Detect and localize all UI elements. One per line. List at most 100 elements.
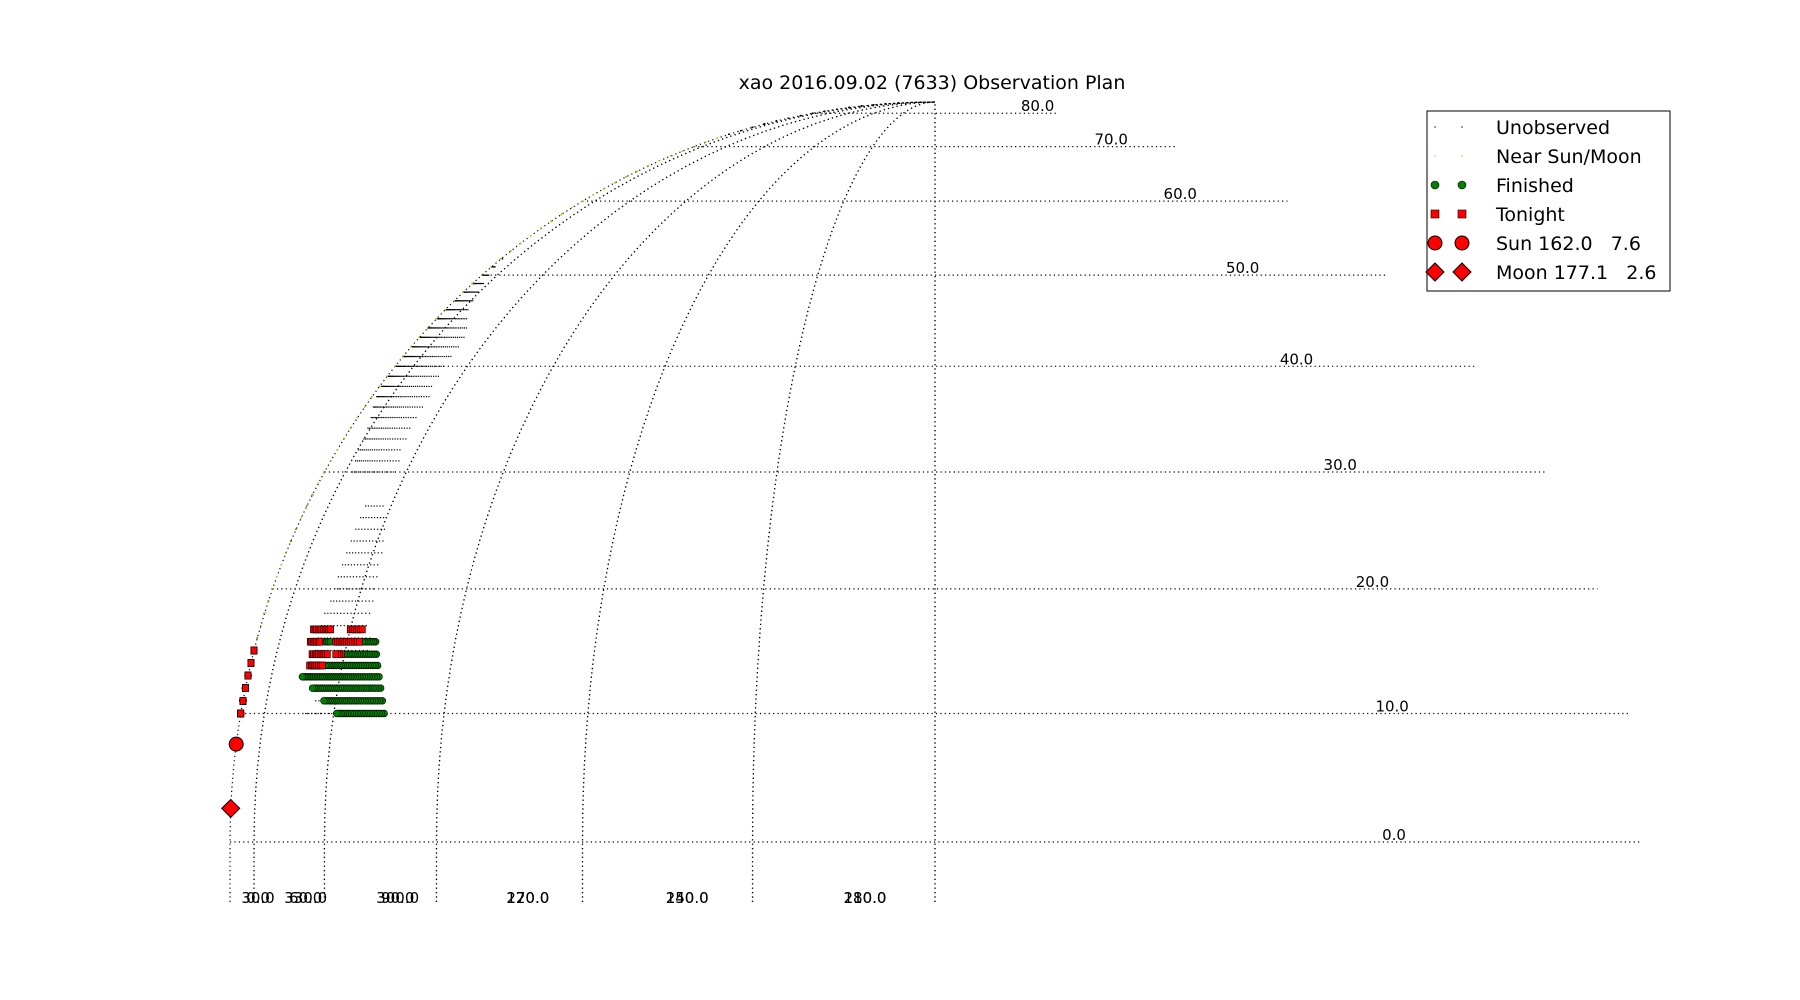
unobserved-point xyxy=(409,365,412,367)
near-sun-moon-point xyxy=(462,291,464,293)
near-sun-moon-point xyxy=(716,137,718,139)
unobserved-point xyxy=(370,552,373,554)
near-sun-moon-point xyxy=(603,188,605,190)
unobserved-point xyxy=(391,406,393,408)
unobserved-point xyxy=(355,552,357,554)
tonight-point xyxy=(244,671,252,680)
unobserved-point xyxy=(487,274,489,276)
unobserved-point xyxy=(422,365,424,367)
unobserved-point xyxy=(445,355,447,358)
unobserved-point xyxy=(420,375,422,377)
unobserved-point xyxy=(414,375,416,377)
unobserved-point xyxy=(315,700,317,702)
unobserved-point xyxy=(395,460,397,462)
unobserved-point xyxy=(469,300,471,302)
unobserved-point xyxy=(368,612,371,614)
unobserved-point xyxy=(404,375,406,377)
unobserved-point xyxy=(432,336,434,338)
unobserved-point xyxy=(409,406,411,408)
legend-label: Unobserved xyxy=(1496,117,1610,139)
unobserved-point xyxy=(392,385,395,388)
unobserved-point xyxy=(463,336,465,338)
near-sun-moon-points xyxy=(240,137,718,715)
near-sun-moon-point xyxy=(276,576,278,578)
unobserved-point xyxy=(446,346,449,348)
unobserved-point xyxy=(392,416,394,419)
unobserved-point xyxy=(398,406,400,408)
unobserved-point xyxy=(360,460,362,462)
unobserved-point xyxy=(378,396,380,398)
unobserved-point xyxy=(358,528,360,530)
unobserved-point xyxy=(399,438,402,440)
unobserved-point xyxy=(428,336,431,338)
unobserved-point xyxy=(478,282,480,285)
unobserved-point xyxy=(365,637,367,639)
unobserved-point xyxy=(461,336,463,338)
altitude-tick-label: 40.0 xyxy=(1280,350,1313,368)
unobserved-point xyxy=(421,355,424,358)
unobserved-point xyxy=(450,355,452,358)
unobserved-point xyxy=(392,375,394,377)
unobserved-point xyxy=(365,600,367,602)
near-sun-moon-point xyxy=(285,552,287,554)
unobserved-point xyxy=(346,612,349,614)
unobserved-point xyxy=(462,309,465,311)
unobserved-point xyxy=(449,309,451,311)
unobserved-point xyxy=(364,471,366,473)
azimuth-tick-label: 240.0 xyxy=(666,889,709,907)
unobserved-point xyxy=(458,327,460,329)
unobserved-point xyxy=(445,336,447,338)
unobserved-point xyxy=(421,346,423,348)
unobserved-point xyxy=(350,612,352,614)
unobserved-point xyxy=(409,375,411,377)
unobserved-point xyxy=(308,712,310,715)
unobserved-point xyxy=(456,309,458,311)
unobserved-point xyxy=(451,327,453,329)
unobserved-point xyxy=(408,355,411,358)
unobserved-point xyxy=(367,460,369,462)
unobserved-point xyxy=(480,282,483,285)
unobserved-point xyxy=(391,396,393,398)
unobserved-point xyxy=(412,375,414,377)
unobserved-point xyxy=(379,406,382,408)
unobserved-point xyxy=(388,385,390,388)
unobserved-point xyxy=(350,540,352,542)
legend-marker xyxy=(1452,262,1472,282)
unobserved-point xyxy=(394,396,396,398)
unobserved-point xyxy=(449,336,451,338)
unobserved-point xyxy=(387,438,389,440)
unobserved-point xyxy=(407,406,409,408)
unobserved-point xyxy=(391,449,393,451)
unobserved-point xyxy=(403,385,405,388)
unobserved-point xyxy=(363,438,365,440)
unobserved-point xyxy=(392,471,395,473)
unobserved-point xyxy=(360,449,362,451)
near-sun-moon-point xyxy=(614,182,616,184)
unobserved-point xyxy=(376,396,378,398)
unobserved-point xyxy=(399,375,401,377)
unobserved-point xyxy=(349,588,351,590)
near-sun-moon-point xyxy=(681,150,683,152)
unobserved-point xyxy=(379,505,381,507)
unobserved-point xyxy=(377,427,379,429)
unobserved-point xyxy=(365,576,368,578)
unobserved-point xyxy=(463,300,465,302)
near-sun-moon-point xyxy=(453,300,455,302)
unobserved-point xyxy=(398,460,400,462)
unobserved-point xyxy=(394,385,396,388)
unobserved-point xyxy=(333,612,335,614)
near-sun-moon-point xyxy=(306,505,308,507)
unobserved-point xyxy=(402,438,404,440)
unobserved-point xyxy=(461,309,463,311)
unobserved-point xyxy=(422,346,424,348)
altitude-tick-label: 30.0 xyxy=(1324,456,1357,474)
near-sun-moon-point xyxy=(520,242,522,244)
unobserved-point xyxy=(386,460,389,462)
legend-marker xyxy=(1461,126,1463,128)
altitude-tick-label: 10.0 xyxy=(1375,698,1408,716)
unobserved-point xyxy=(440,318,442,320)
unobserved-point xyxy=(424,375,426,377)
unobserved-point xyxy=(420,346,422,348)
unobserved-point xyxy=(358,471,360,473)
unobserved-point xyxy=(468,291,470,293)
